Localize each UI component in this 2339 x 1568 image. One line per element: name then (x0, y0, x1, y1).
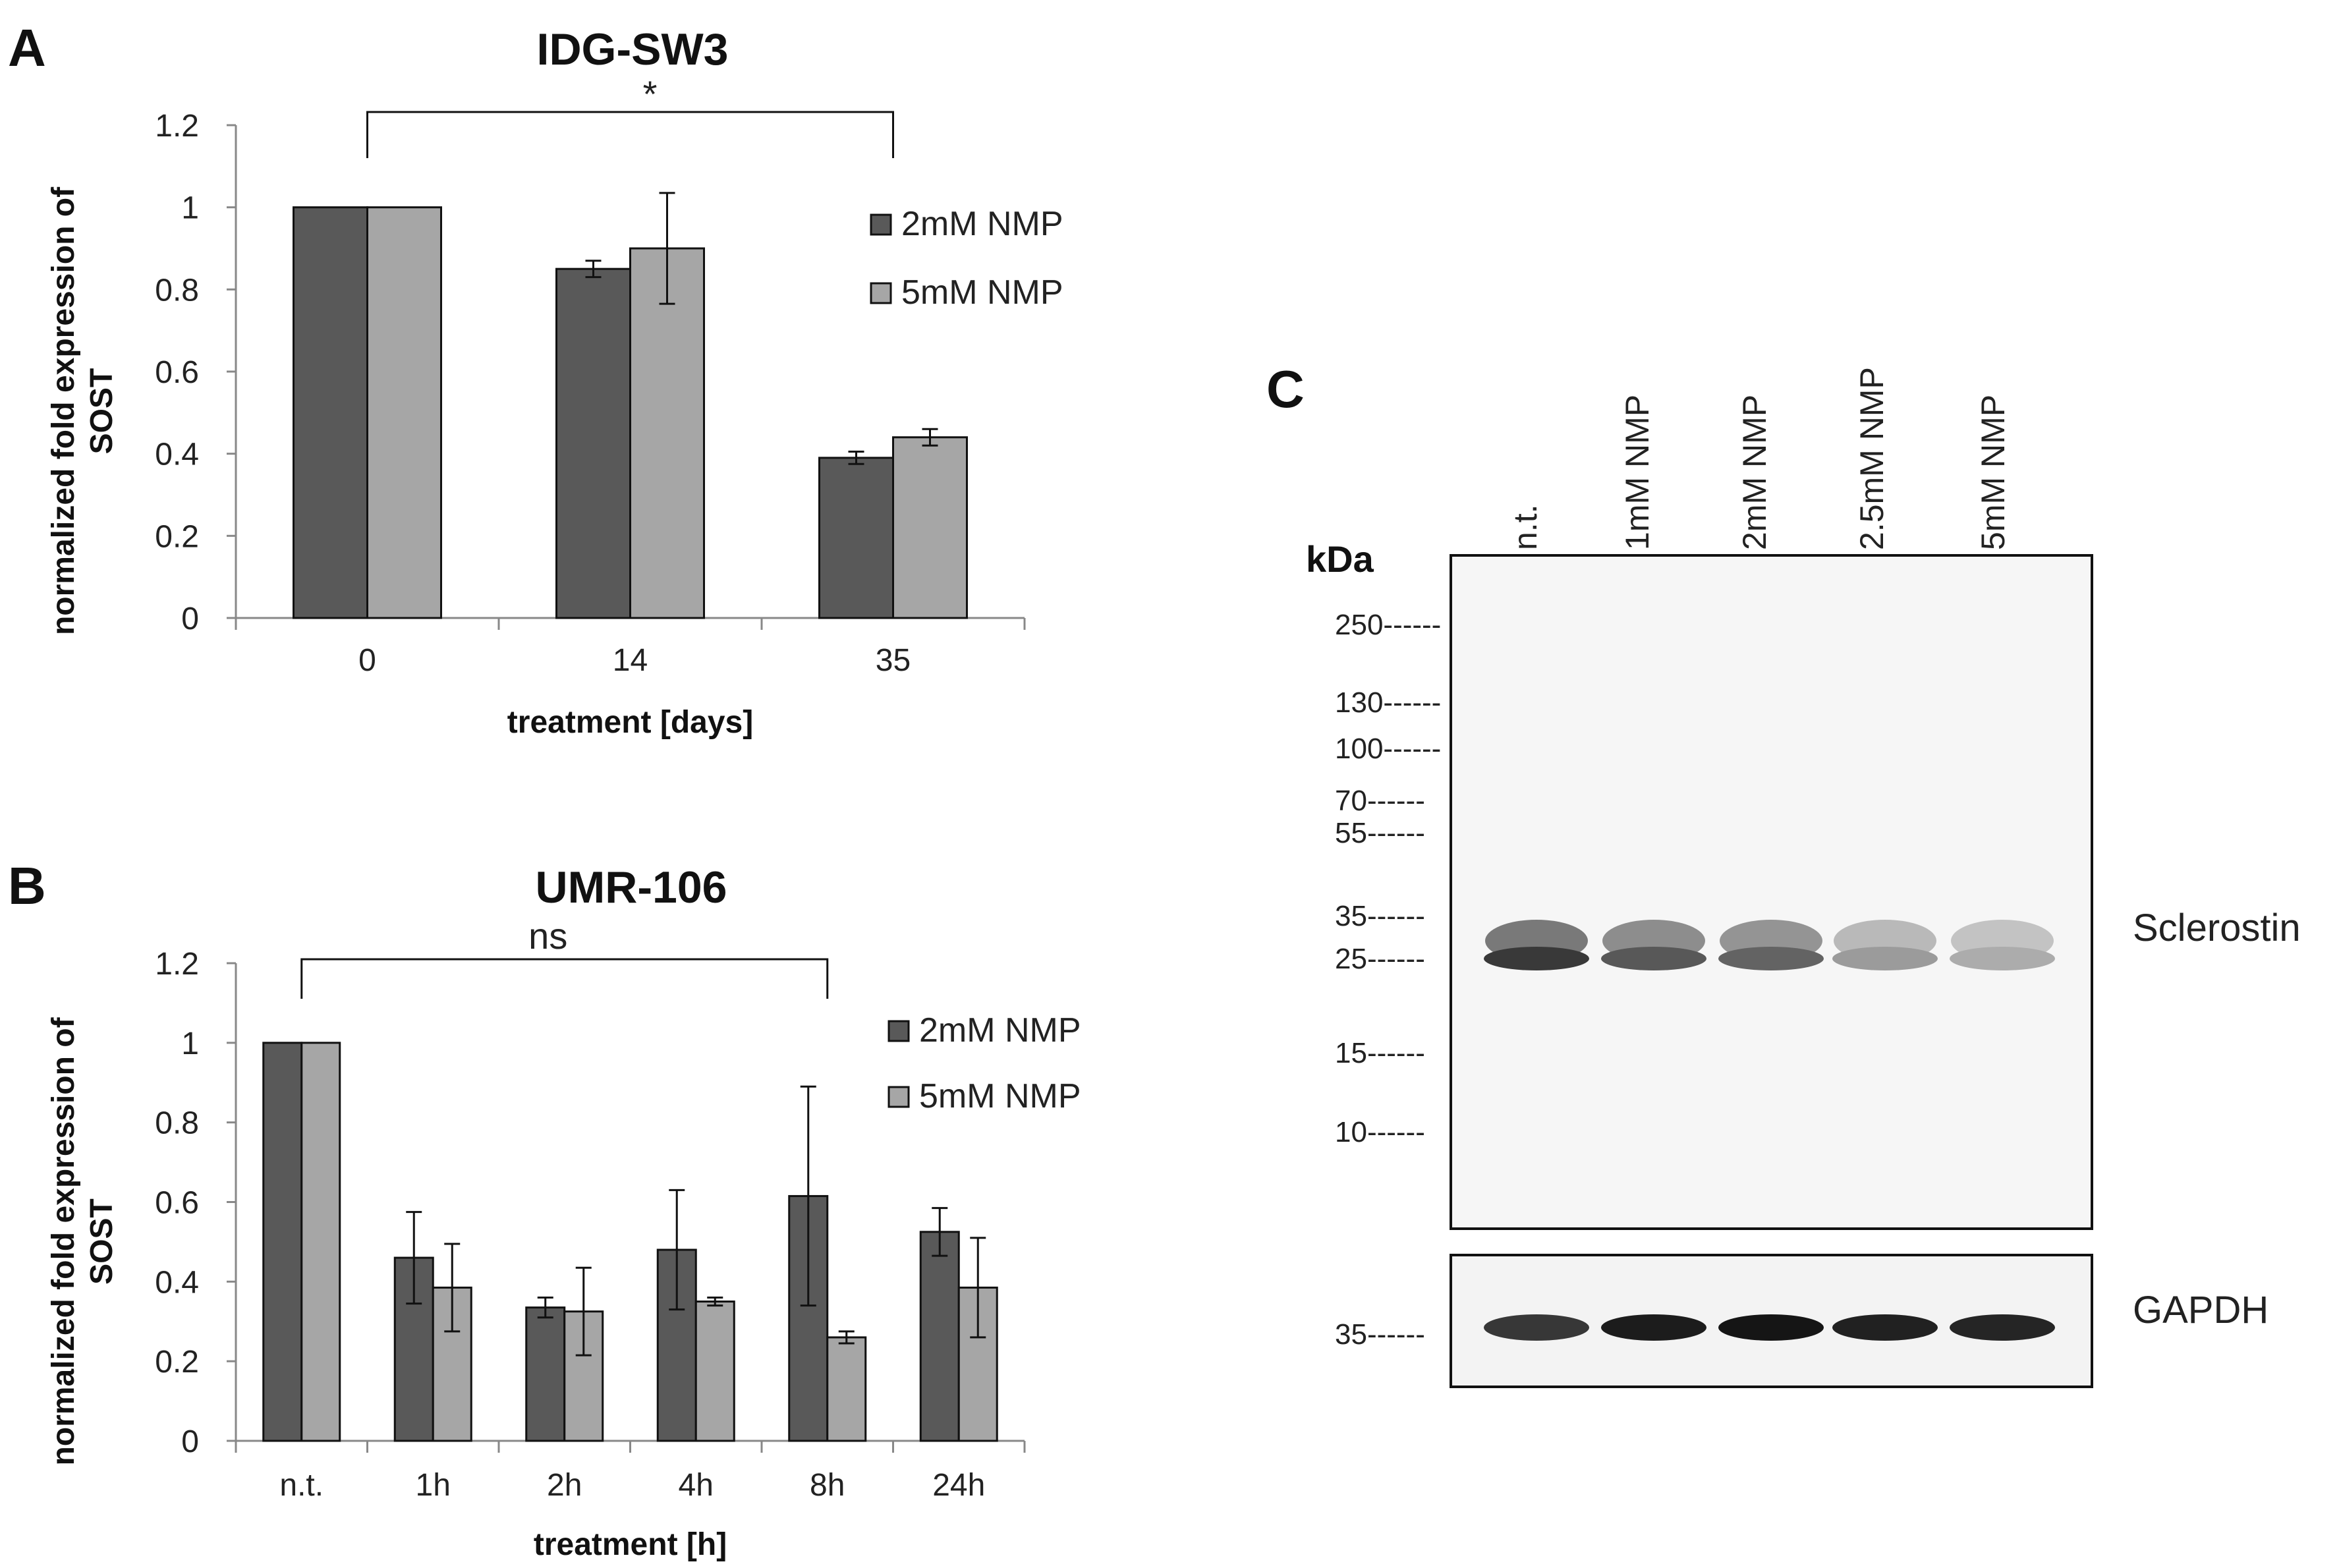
chart-a-y-axis-label-line1: normalized fold expression of (46, 186, 81, 635)
chart-a-significance-label: * (643, 73, 658, 115)
chart-b-x-tick-label: 1h (416, 1468, 451, 1503)
chart-a-y-tick-label: 0 (181, 602, 199, 636)
gapdh-band (1601, 1314, 1706, 1341)
chart-b-x-tick-label: 2h (547, 1468, 582, 1503)
marker-label: 35------ (1335, 900, 1425, 932)
kda-label: kDa (1306, 538, 1374, 580)
chart-a-y-axis-label-line2: SOST (84, 368, 119, 455)
chart-a-bar (366, 206, 442, 619)
chart-b-x-tick-label: 4h (679, 1468, 714, 1503)
chart-b-y-axis-label: normalized fold expression of SOST (46, 1017, 119, 1465)
chart-a-bar (818, 457, 894, 619)
chart-b-x-tick-label: 8h (810, 1468, 845, 1503)
chart-b-bar (826, 1336, 867, 1442)
lane-label: 1mM NMP (1619, 395, 1656, 550)
chart-a-bar (555, 267, 631, 619)
marker-label: 25------ (1335, 943, 1425, 975)
chart-a-title: IDG-SW3 (537, 24, 729, 74)
panel-a-chart: A IDG-SW3 0 0.2 0.4 0.6 0.8 1 1.2 0 14 35 * 2mM NMP… (8, 18, 1063, 740)
gapdh-band (1950, 1314, 2055, 1341)
sclerostin-band (1601, 947, 1706, 970)
chart-a-legend-swatch (870, 282, 892, 304)
panel-c-blot: C kDa 250------ 130------ 100------ 70-----… (1266, 360, 2301, 1388)
marker-label: 100------ (1335, 733, 1441, 765)
chart-a-y-tick-label: 0.6 (155, 355, 199, 390)
chart-a-y-tick-label: 0.8 (155, 273, 199, 308)
chart-b-y-axis-label-line2: SOST (84, 1198, 119, 1285)
sclerostin-band (1950, 947, 2055, 970)
chart-b-y-tick-label: 0.4 (155, 1265, 199, 1300)
chart-b-bar (919, 1231, 960, 1442)
chart-b-bar (300, 1042, 341, 1442)
chart-b-legend-label: 2mM NMP (919, 1011, 1081, 1050)
chart-a-y-tick-label: 1 (181, 191, 199, 226)
chart-b-x-axis-label: treatment [h] (534, 1527, 727, 1562)
chart-b-significance-label: ns (528, 915, 567, 957)
marker-label: 70------ (1335, 785, 1425, 817)
panel-a-label: A (8, 18, 46, 77)
panel-b-label: B (8, 856, 46, 915)
chart-a-bar (293, 206, 368, 619)
sclerostin-label: Sclerostin (2133, 907, 2301, 949)
lane-label: 5mM NMP (1975, 395, 2012, 550)
chart-a-legend-label: 2mM NMP (901, 205, 1063, 243)
lane-label: n.t. (1507, 505, 1544, 550)
chart-a-y-tick-label: 0.4 (155, 437, 199, 472)
chart-b-y-axis-label-line1: normalized fold expression of (46, 1017, 81, 1465)
lane-label: 2mM NMP (1736, 395, 1773, 550)
chart-b-y-tick-label: 1 (181, 1026, 199, 1061)
marker-label: 55------ (1335, 817, 1425, 849)
chart-b-legend-label: 5mM NMP (919, 1077, 1081, 1115)
chart-b-bar (525, 1306, 566, 1442)
gapdh-label: GAPDH (2133, 1289, 2269, 1331)
chart-b-y-tick-label: 0.6 (155, 1186, 199, 1221)
chart-b-y-tick-label: 0 (181, 1424, 199, 1459)
sclerostin-band (1832, 947, 1938, 970)
chart-a-bar (629, 247, 705, 619)
chart-a-y-tick-label: 1.2 (155, 109, 199, 144)
blot-membrane (1450, 554, 2093, 1230)
gapdh-marker-label: 35------ (1335, 1318, 1425, 1351)
chart-a-x-tick-label: 14 (613, 643, 648, 678)
marker-label: 15------ (1335, 1037, 1425, 1069)
sclerostin-band (1718, 947, 1824, 970)
gapdh-band (1484, 1314, 1589, 1341)
panel-b-chart: B UMR-106 0 0.2 0.4 0.6 0.8 1 1.2 n.t. 1h 2h 4h 8h 2… (8, 856, 1081, 1562)
marker-label: 10------ (1335, 1116, 1425, 1148)
marker-label: 250------ (1335, 609, 1441, 641)
chart-b-y-tick-label: 0.2 (155, 1345, 199, 1380)
chart-a-legend-swatch (870, 213, 892, 236)
chart-b-bar (262, 1042, 303, 1442)
chart-b-x-tick-label: 24h (932, 1468, 985, 1503)
chart-a-y-axis-label: normalized fold expression of SOST (46, 186, 119, 635)
lane-label: 2.5mM NMP (1853, 367, 1890, 550)
chart-a-x-tick-label: 35 (876, 643, 911, 678)
chart-b-legend-swatch (888, 1086, 910, 1108)
chart-b-bar (694, 1301, 735, 1442)
gapdh-band (1718, 1314, 1824, 1341)
chart-a-legend-label: 5mM NMP (901, 273, 1063, 312)
chart-a-x-tick-label: 0 (358, 643, 376, 678)
chart-a-significance-bracket (366, 111, 894, 158)
chart-b-legend-swatch (888, 1020, 910, 1042)
chart-b-y-tick-label: 0.8 (155, 1106, 199, 1141)
chart-a-x-axis-label: treatment [days] (507, 705, 753, 740)
chart-b-title: UMR-106 (536, 862, 727, 912)
chart-b-significance-bracket (300, 958, 829, 999)
chart-a-bar (892, 436, 968, 619)
sclerostin-band (1484, 947, 1589, 970)
panel-c-label: C (1266, 360, 1305, 418)
marker-label: 130------ (1335, 686, 1441, 719)
gapdh-band (1832, 1314, 1938, 1341)
chart-a-y-tick-label: 0.2 (155, 519, 199, 554)
chart-b-x-tick-label: n.t. (279, 1468, 324, 1503)
chart-b-y-tick-label: 1.2 (155, 947, 199, 982)
